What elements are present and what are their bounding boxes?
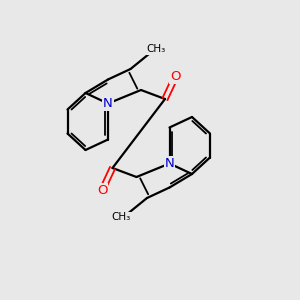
Text: CH₃: CH₃ [112,212,131,223]
Text: N: N [103,97,113,110]
Text: CH₃: CH₃ [146,44,166,55]
Text: N: N [165,157,174,170]
Text: O: O [97,184,107,197]
Text: O: O [170,70,181,83]
